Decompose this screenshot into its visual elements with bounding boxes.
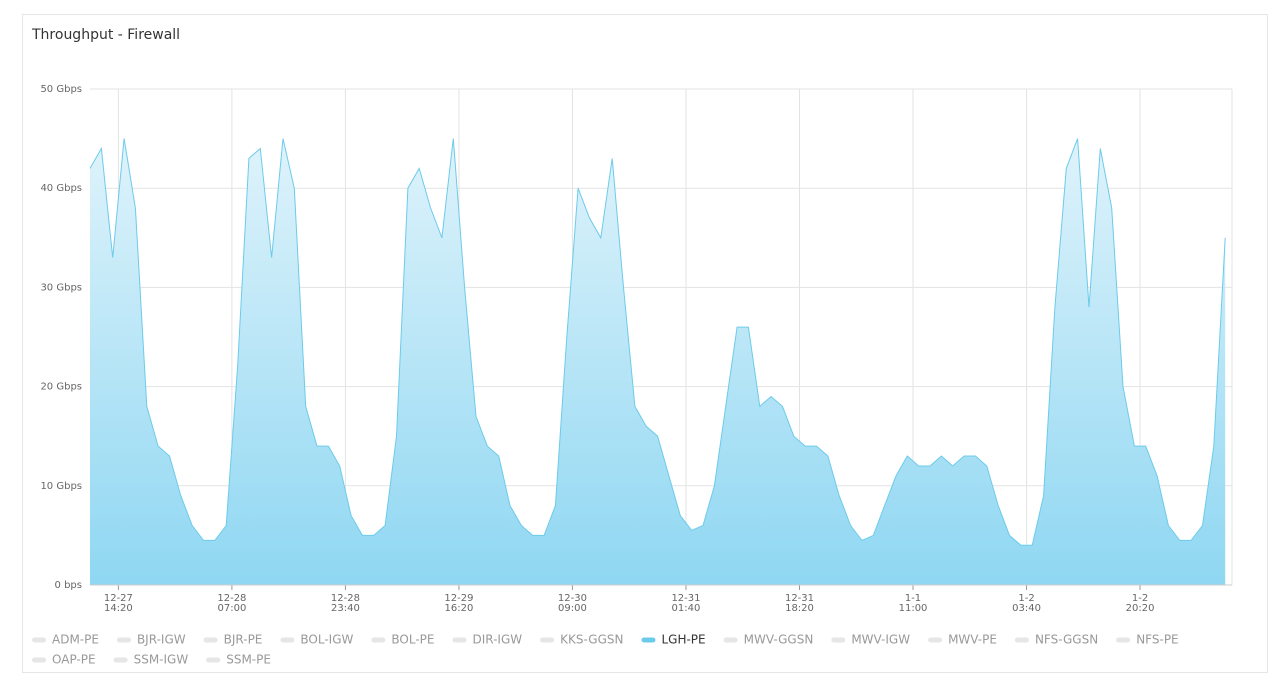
legend-item[interactable]: MWV-GGSN xyxy=(723,633,814,647)
legend-icon xyxy=(452,637,467,643)
x-tick-label: 12-28 xyxy=(217,593,246,604)
legend-icon xyxy=(1014,637,1029,643)
legend-item[interactable]: BJR-PE xyxy=(203,633,263,647)
legend-icon xyxy=(32,657,46,663)
legend-label: ADM-PE xyxy=(52,633,99,647)
x-tick-label: 11:00 xyxy=(899,603,928,614)
legend-label: NFS-PE xyxy=(1136,633,1178,647)
legend-label: MWV-IGW xyxy=(851,633,910,647)
legend-label: MWV-PE xyxy=(948,633,997,647)
x-tick-label: 07:00 xyxy=(217,603,246,614)
y-tick-label: 30 Gbps xyxy=(40,282,82,293)
legend-item[interactable]: DIR-IGW xyxy=(452,633,522,647)
legend-label: NFS-GGSN xyxy=(1035,633,1098,647)
legend-label: OAP-PE xyxy=(52,653,96,667)
y-tick-label: 50 Gbps xyxy=(40,84,82,95)
x-tick-label: 03:40 xyxy=(1012,603,1041,614)
x-tick-label: 16:20 xyxy=(445,603,474,614)
legend-item[interactable]: NFS-GGSN xyxy=(1014,633,1098,647)
x-tick-label: 12-28 xyxy=(331,593,360,604)
legend-label: MWV-GGSN xyxy=(744,633,814,647)
x-tick-label: 12-31 xyxy=(785,593,814,604)
x-tick-label: 12-29 xyxy=(444,593,473,604)
x-tick-label: 14:20 xyxy=(104,603,133,614)
legend-label: BJR-IGW xyxy=(137,633,186,647)
legend-item[interactable]: MWV-PE xyxy=(928,633,997,647)
y-tick-label: 20 Gbps xyxy=(40,382,82,393)
area-line xyxy=(89,138,1226,546)
x-tick-label: 09:00 xyxy=(558,603,587,614)
legend-item[interactable]: BOL-PE xyxy=(371,633,434,647)
legend-item[interactable]: NFS-PE xyxy=(1116,633,1179,647)
x-tick-label: 12-27 xyxy=(104,593,133,604)
legend-item[interactable]: BOL-IGW xyxy=(280,633,354,647)
legend-item[interactable]: SSM-IGW xyxy=(113,653,189,667)
x-tick-label: 12-30 xyxy=(558,593,587,604)
area-fill xyxy=(90,138,1226,585)
x-tick-label: 1-1 xyxy=(905,593,921,604)
y-tick-label: 10 Gbps xyxy=(40,481,82,492)
legend-icon xyxy=(113,657,128,663)
x-tick-label: 01:40 xyxy=(672,603,701,614)
y-tick-label: 0 bps xyxy=(55,580,82,591)
legend-item[interactable]: LGH-PE xyxy=(641,633,706,647)
legend-icon xyxy=(1116,637,1131,643)
x-tick-label: 18:20 xyxy=(785,603,814,614)
x-tick-label: 23:40 xyxy=(331,603,360,614)
legend-item[interactable]: SSM-PE xyxy=(206,653,271,667)
legend-label: LGH-PE xyxy=(661,633,705,647)
y-tick-label: 40 Gbps xyxy=(40,183,82,194)
legend-label: SSM-PE xyxy=(226,653,271,667)
legend-icon xyxy=(540,637,555,643)
x-tick-label: 20:20 xyxy=(1126,603,1155,614)
legend-icon xyxy=(280,637,295,643)
x-tick-label: 12-31 xyxy=(671,593,700,604)
legend-icon xyxy=(641,637,656,643)
legend-icon xyxy=(831,637,846,643)
legend-icon xyxy=(206,657,221,663)
legend-label: BOL-PE xyxy=(391,633,434,647)
legend-label: BJR-PE xyxy=(224,633,263,647)
legend-label: DIR-IGW xyxy=(472,633,522,647)
x-tick-label: 1-2 xyxy=(1018,593,1034,604)
legend-icon xyxy=(116,637,131,643)
legend-icon xyxy=(203,637,218,643)
legend-item[interactable]: BJR-IGW xyxy=(116,633,186,647)
x-tick-label: 1-2 xyxy=(1132,593,1148,604)
legend-icon xyxy=(928,637,943,643)
legend-label: SSM-IGW xyxy=(134,653,189,667)
legend-item[interactable]: OAP-PE xyxy=(32,653,96,667)
chart-title: Throughput - Firewall xyxy=(31,27,180,43)
legend-item[interactable]: ADM-PE xyxy=(32,633,99,647)
legend-item[interactable]: MWV-IGW xyxy=(831,633,910,647)
legend-label: BOL-IGW xyxy=(300,633,353,647)
legend-item[interactable]: KKS-GGSN xyxy=(540,633,623,647)
legend-icon xyxy=(723,637,738,643)
legend-icon xyxy=(371,637,386,643)
legend-icon xyxy=(32,637,46,643)
legend-label: KKS-GGSN xyxy=(560,633,623,647)
